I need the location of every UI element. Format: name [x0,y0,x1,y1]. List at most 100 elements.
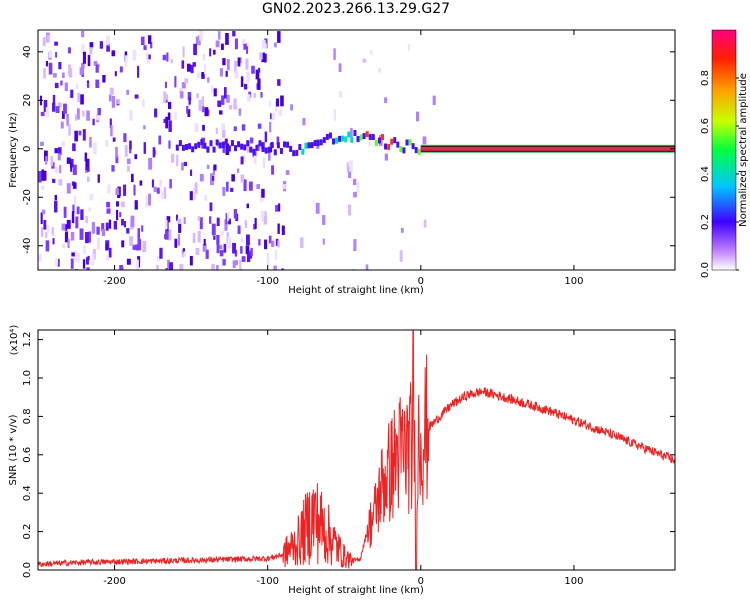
spectrogram-signal-cell [237,141,241,148]
spectrogram-cell [108,247,112,258]
spectrogram-cell [116,201,119,207]
spectrogram-cell [152,147,156,158]
spectrogram-signal-cell [283,141,286,148]
spectrogram-cell [54,41,58,46]
spectrogram-cell [277,223,280,234]
spectrogram-signal-cell [377,137,381,144]
spectrogram-cell [111,165,115,172]
spectrogram-cell [224,219,228,231]
spectrogram-cell [38,171,42,183]
spectrogram-signal-cell [298,144,302,151]
spectrogram-cell [177,218,182,224]
spectrogram-cell [55,258,59,266]
spectrogram-cell [163,118,166,123]
spectrogram-cell [129,110,133,121]
spectrogram-cell [156,264,159,270]
spectrogram-cell [85,216,88,224]
spectrogram-cell [113,220,118,230]
spectrogram-cell [167,101,172,110]
spectrogram-cell [255,69,260,80]
spectrogram-cell [137,228,141,240]
spectrogram-cell [197,216,201,221]
spectrogram-signal-cell [353,130,357,137]
spectrogram-cell [234,71,239,79]
spectrogram-cell [95,64,99,73]
spectrogram-cell [95,79,100,89]
spectrogram-cell [178,222,182,233]
spectrogram-signal-cell [178,140,182,147]
spectrogram-cell [219,110,223,115]
spectrogram-cell [346,162,349,173]
spectrogram-cell [199,173,204,182]
spectrogram-cell [66,219,71,229]
spectrogram-cell [86,267,90,270]
spectrogram-cell [67,47,71,54]
spectrogram-cell [199,217,203,230]
spectrogram-cell [281,184,286,189]
spectrogram-cell [68,124,71,136]
spectrogram-signal-cell [374,139,378,146]
spectrogram-cell [333,48,336,60]
spectrogram-cell [171,153,175,163]
spectrogram-cell [159,179,163,187]
spectrogram-cell [45,156,48,165]
spectrogram-cell [43,68,46,79]
spectrogram-cell [232,242,236,254]
spectrogram-cell [353,191,357,198]
spectrogram-cell [163,91,167,103]
spectrogram-cell [199,30,203,41]
spectrogram-cell [280,95,284,107]
spectrogram-cell [55,52,58,58]
spectrogram-cell [40,212,43,225]
spectrogram-cell [243,83,248,90]
spectrogram-cell [165,94,169,101]
spectrogram-cell [233,98,237,110]
spectrogram-cell [62,111,65,119]
snr-ytick-label: 0.8 [22,408,33,424]
spectrogram-cell [162,54,167,61]
spectrogram-cell [60,80,63,86]
spectrogram-cell [226,94,230,103]
spectrogram-cell [81,44,85,54]
spectrogram-cell [143,125,146,130]
spectrogram-cell [230,187,234,192]
snr-xtick-label: 0 [418,576,424,587]
spectrogram-cell [251,65,255,74]
spectrogram-signal-cell [218,142,222,149]
spectrogram-cell [220,230,224,236]
spectrogram-cell [221,123,226,131]
spectrogram-cell [276,136,280,145]
spectrogram-cell [243,179,247,192]
spectrogram-cell [213,49,216,55]
spectrogram-signal-cell [387,143,391,150]
spectrogram-cell [108,219,112,229]
spectrogram-cell [50,156,54,167]
spectrogram-signal-cell [365,131,369,138]
snr-ytick-label: 1.0 [22,370,33,386]
spectrogram-cell [181,60,185,69]
spectrogram-cell [263,215,267,225]
spectrogram-signal-cell [344,136,348,143]
spectrogram-marks [38,30,675,270]
spectrogram-cell [106,208,111,214]
spectrogram-cell [127,165,130,172]
spectrogram-cell [137,239,142,251]
spectrogram-signal-cell [399,146,403,153]
spectrogram-cell [261,39,266,49]
spectrogram-cell [148,193,152,206]
spectrogram-cell [61,223,66,231]
spectrogram-cell [399,250,403,262]
spectrogram-cell [84,152,88,162]
spectrogram-cell [115,188,120,196]
spectrogram-cell [432,95,436,105]
spectrogram-cell [87,54,91,67]
spectrogram-cell [96,226,100,235]
colorbar-tick-label: 0.2 [700,214,711,230]
spectrogram-signal-cell [289,145,293,152]
spectrogram-cell [202,124,205,131]
spectrogram-cell [126,158,131,165]
spectrogram-cell [174,76,177,88]
spectrogram-signal-cell [240,143,244,150]
spectrogram-signal-cell [203,142,207,149]
spectrogram-cell [75,83,79,90]
